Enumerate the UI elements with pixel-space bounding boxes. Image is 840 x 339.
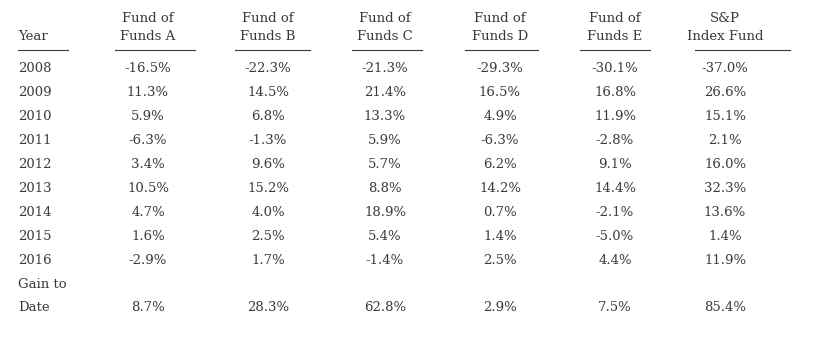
Text: 15.1%: 15.1%	[704, 110, 746, 123]
Text: 2.5%: 2.5%	[251, 230, 285, 243]
Text: 2016: 2016	[18, 254, 51, 267]
Text: 2012: 2012	[18, 158, 51, 171]
Text: -16.5%: -16.5%	[124, 62, 171, 75]
Text: 16.5%: 16.5%	[479, 86, 521, 99]
Text: 8.7%: 8.7%	[131, 301, 165, 314]
Text: S&P: S&P	[710, 12, 740, 25]
Text: Funds B: Funds B	[240, 30, 296, 43]
Text: 14.5%: 14.5%	[247, 86, 289, 99]
Text: -2.9%: -2.9%	[129, 254, 167, 267]
Text: 2014: 2014	[18, 206, 51, 219]
Text: 32.3%: 32.3%	[704, 182, 746, 195]
Text: -22.3%: -22.3%	[244, 62, 291, 75]
Text: 5.9%: 5.9%	[131, 110, 165, 123]
Text: 4.4%: 4.4%	[598, 254, 632, 267]
Text: -30.1%: -30.1%	[591, 62, 638, 75]
Text: 4.0%: 4.0%	[251, 206, 285, 219]
Text: Funds E: Funds E	[587, 30, 643, 43]
Text: 4.7%: 4.7%	[131, 206, 165, 219]
Text: Fund of: Fund of	[242, 12, 294, 25]
Text: 1.6%: 1.6%	[131, 230, 165, 243]
Text: 6.2%: 6.2%	[483, 158, 517, 171]
Text: 3.4%: 3.4%	[131, 158, 165, 171]
Text: 8.8%: 8.8%	[368, 182, 402, 195]
Text: Gain to: Gain to	[18, 278, 66, 291]
Text: 10.5%: 10.5%	[127, 182, 169, 195]
Text: Funds A: Funds A	[120, 30, 176, 43]
Text: 4.9%: 4.9%	[483, 110, 517, 123]
Text: 16.0%: 16.0%	[704, 158, 746, 171]
Text: 14.2%: 14.2%	[479, 182, 521, 195]
Text: -6.3%: -6.3%	[129, 134, 167, 147]
Text: 9.1%: 9.1%	[598, 158, 632, 171]
Text: 2008: 2008	[18, 62, 51, 75]
Text: 5.9%: 5.9%	[368, 134, 402, 147]
Text: 1.7%: 1.7%	[251, 254, 285, 267]
Text: Fund of: Fund of	[589, 12, 641, 25]
Text: -1.4%: -1.4%	[366, 254, 404, 267]
Text: 7.5%: 7.5%	[598, 301, 632, 314]
Text: 13.3%: 13.3%	[364, 110, 406, 123]
Text: 26.6%: 26.6%	[704, 86, 746, 99]
Text: 2009: 2009	[18, 86, 51, 99]
Text: 1.4%: 1.4%	[708, 230, 742, 243]
Text: 2010: 2010	[18, 110, 51, 123]
Text: 18.9%: 18.9%	[364, 206, 406, 219]
Text: Index Fund: Index Fund	[687, 30, 764, 43]
Text: 11.9%: 11.9%	[704, 254, 746, 267]
Text: 11.3%: 11.3%	[127, 86, 169, 99]
Text: 1.4%: 1.4%	[483, 230, 517, 243]
Text: -37.0%: -37.0%	[701, 62, 748, 75]
Text: Fund of: Fund of	[122, 12, 174, 25]
Text: -6.3%: -6.3%	[480, 134, 519, 147]
Text: Fund of: Fund of	[360, 12, 411, 25]
Text: -1.3%: -1.3%	[249, 134, 287, 147]
Text: 6.8%: 6.8%	[251, 110, 285, 123]
Text: 0.7%: 0.7%	[483, 206, 517, 219]
Text: -2.8%: -2.8%	[596, 134, 634, 147]
Text: 2.5%: 2.5%	[483, 254, 517, 267]
Text: 21.4%: 21.4%	[364, 86, 406, 99]
Text: 28.3%: 28.3%	[247, 301, 289, 314]
Text: 2.9%: 2.9%	[483, 301, 517, 314]
Text: 62.8%: 62.8%	[364, 301, 406, 314]
Text: 14.4%: 14.4%	[594, 182, 636, 195]
Text: Date: Date	[18, 301, 50, 314]
Text: 2013: 2013	[18, 182, 51, 195]
Text: 85.4%: 85.4%	[704, 301, 746, 314]
Text: 2011: 2011	[18, 134, 51, 147]
Text: 16.8%: 16.8%	[594, 86, 636, 99]
Text: Year: Year	[18, 30, 48, 43]
Text: -21.3%: -21.3%	[362, 62, 408, 75]
Text: 9.6%: 9.6%	[251, 158, 285, 171]
Text: 15.2%: 15.2%	[247, 182, 289, 195]
Text: -2.1%: -2.1%	[596, 206, 634, 219]
Text: 5.4%: 5.4%	[368, 230, 402, 243]
Text: 13.6%: 13.6%	[704, 206, 746, 219]
Text: 5.7%: 5.7%	[368, 158, 402, 171]
Text: -5.0%: -5.0%	[596, 230, 634, 243]
Text: Funds C: Funds C	[357, 30, 413, 43]
Text: -29.3%: -29.3%	[476, 62, 523, 75]
Text: 2015: 2015	[18, 230, 51, 243]
Text: Fund of: Fund of	[475, 12, 526, 25]
Text: 2.1%: 2.1%	[708, 134, 742, 147]
Text: Funds D: Funds D	[472, 30, 528, 43]
Text: 11.9%: 11.9%	[594, 110, 636, 123]
